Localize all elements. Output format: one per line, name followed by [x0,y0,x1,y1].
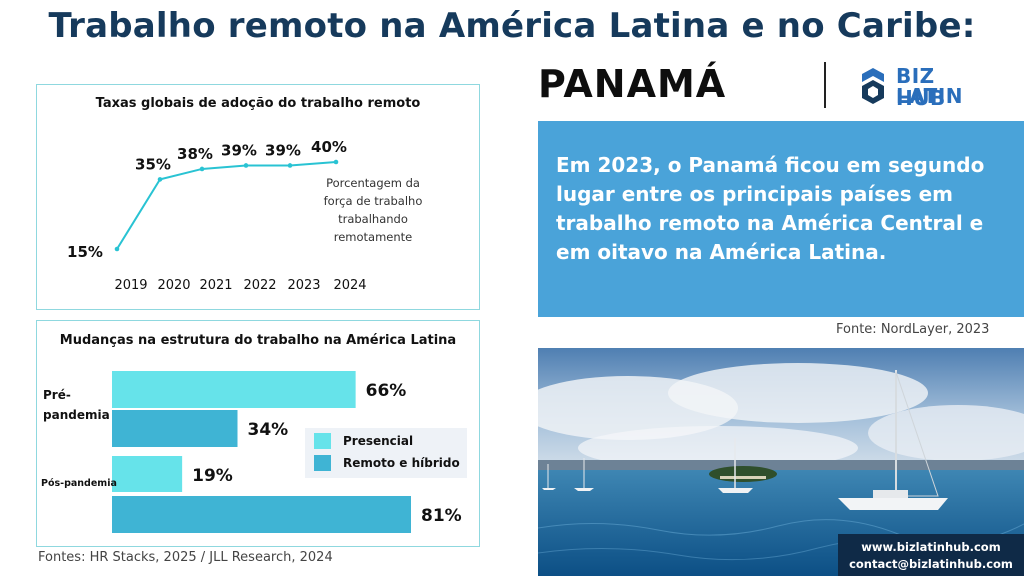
adoption-annotation-line: trabalhando [338,212,408,226]
adoption-point-2024 [334,160,339,165]
category-label-pos: Pós-pandemia [41,478,117,489]
adoption-line-chart: 15% 2019 35% 2020 38% 2021 39% 2022 39% 2023 40% 20… [37,85,479,309]
logo-text-line2: HUB [896,88,946,108]
bar-value-label: 19% [192,466,233,486]
legend-label-remoto: Remoto e híbrido [343,456,460,470]
nordlayer-source: Fonte: NordLayer, 2023 [836,322,989,337]
contact-box: www.bizlatinhub.com contact@bizlatinhub.… [838,534,1024,576]
bar-presencial-pos [112,456,182,492]
adoption-point-2020 [158,177,163,182]
bar-value-label: 34% [248,420,289,440]
legend-swatch-remoto [314,455,331,471]
adoption-annotation-line: força de trabalho [324,194,423,208]
website-link[interactable]: www.bizlatinhub.com [838,540,1024,554]
legend-swatch-presencial [314,433,331,449]
adoption-point-2021 [200,167,205,172]
structure-chart-panel: Mudanças na estrutura do trabalho na Amé… [36,320,480,547]
adoption-point-2019 [115,247,120,252]
bar-value-label: 66% [366,381,407,401]
adoption-value-label-2023: 39% [265,141,301,159]
adoption-value-label-2020: 35% [135,155,171,173]
bar-remoto-pos [112,496,411,533]
legend-label-presencial: Presencial [343,434,413,448]
adoption-value-label-2022: 39% [221,141,257,159]
adoption-point-2022 [244,163,249,168]
adoption-value-label-2021: 38% [177,145,213,163]
structure-bar-chart: 66% 19% 34% 81% Pré-pandemia Pós-pandemia Pres… [37,321,479,546]
info-box: Em 2023, o Panamá ficou em segundo lugar… [538,121,1024,317]
adoption-value-label-2024: 40% [311,138,347,156]
adoption-x-tick-2022: 2022 [243,278,276,293]
bizlatinhub-logo: BIZ LATIN HUB [856,64,996,110]
adoption-point-2023 [288,163,293,168]
bar-remoto-pre [112,410,238,447]
bar-value-label: 81% [421,506,462,526]
footer-sources: Fontes: HR Stacks, 2025 / JLL Research, … [38,550,333,565]
bar-presencial-pre [112,371,356,408]
category-label-pre-line1: Pré- [43,388,71,402]
adoption-x-tick-2020: 2020 [157,278,190,293]
category-label-pre-line2: pandemia [43,408,110,422]
adoption-annotation-line: remotamente [334,230,413,244]
adoption-value-label-2019: 15% [67,243,103,261]
adoption-annotation-line: Porcentagem da [326,176,420,190]
adoption-x-tick-2021: 2021 [199,278,232,293]
adoption-series-line [117,162,336,249]
adoption-chart-panel: Taxas globais de adoção do trabalho remo… [36,84,480,310]
header-divider [824,62,826,108]
main-title: Trabalho remoto na América Latina e no C… [0,6,1024,46]
adoption-x-tick-2023: 2023 [287,278,320,293]
adoption-x-tick-2024: 2024 [333,278,366,293]
adoption-x-tick-2019: 2019 [114,278,147,293]
email-link[interactable]: contact@bizlatinhub.com [838,557,1024,571]
logo-mark-icon [856,68,890,104]
info-text: Em 2023, o Panamá ficou em segundo lugar… [556,151,1006,267]
country-title: PANAMÁ [538,62,726,106]
